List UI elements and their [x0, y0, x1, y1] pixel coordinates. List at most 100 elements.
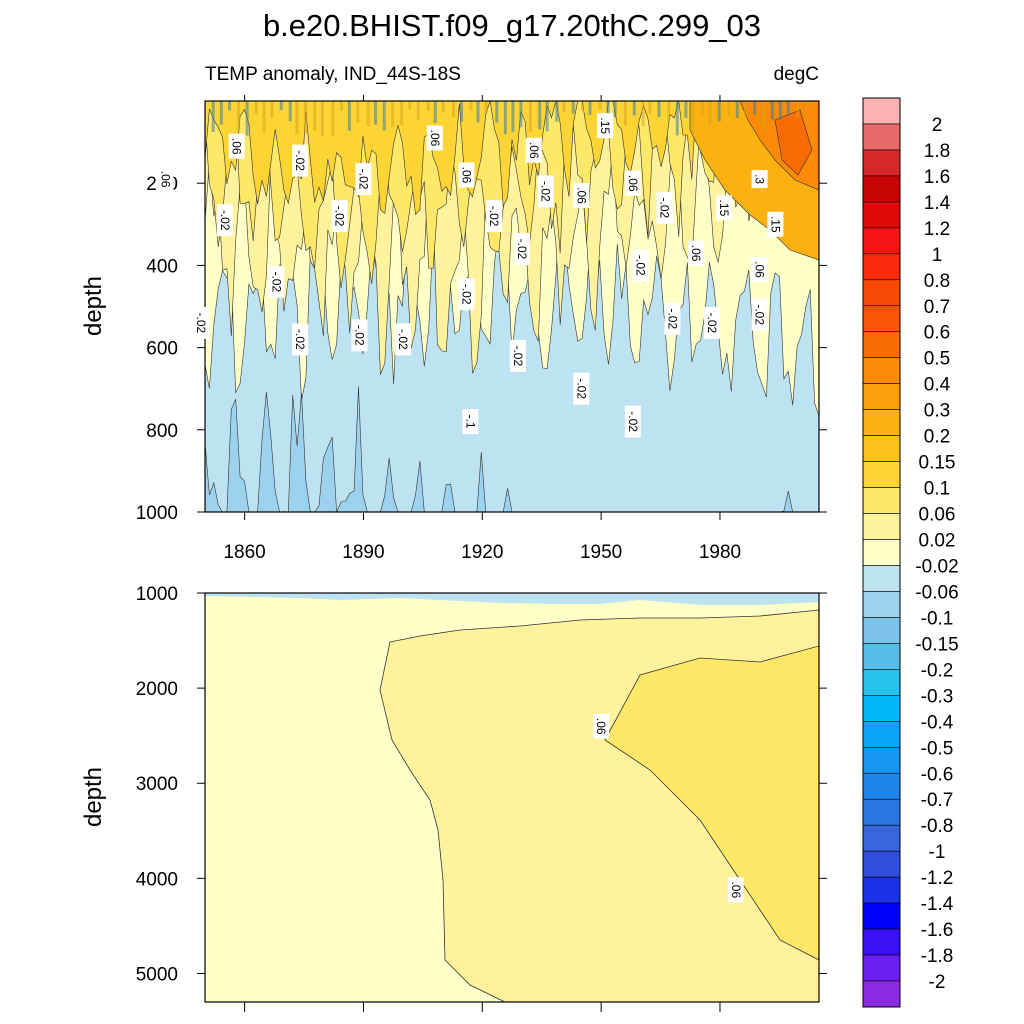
contour-label: -.02: [486, 200, 503, 233]
contour-label-text: .06: [594, 718, 608, 735]
surface-stripe: [538, 101, 542, 130]
contour-label: -.1: [462, 409, 479, 435]
contour-label: -.02: [704, 306, 720, 339]
colorbar-label: 0.7: [924, 297, 950, 318]
contour-label: .3: [751, 170, 768, 189]
contour-label-bg: [157, 166, 174, 192]
contour-label-text: -.02: [705, 313, 719, 334]
contour-label: -.02: [509, 339, 526, 372]
colorbar-label: 1.4: [924, 193, 951, 214]
contour-label-bg: [704, 306, 720, 339]
colorbar-box: [862, 746, 901, 774]
surface-stripe: [623, 101, 627, 126]
surface-stripe: [495, 101, 499, 123]
colorbar-label: 0.4: [924, 375, 951, 396]
contour-label-text: -.02: [574, 378, 588, 399]
colorbar-label: -0.5: [921, 738, 954, 759]
contour-label: -.02: [458, 278, 475, 311]
contour-label-text: -.02: [511, 345, 525, 366]
contour-label-bg: [656, 191, 673, 224]
contour-label-text: .06: [158, 171, 172, 188]
contour-label-text: -.02: [634, 255, 648, 276]
contour-label-bg: [331, 200, 348, 233]
contour-label-bg: [458, 162, 475, 188]
colorbar-label: 0.02: [919, 531, 956, 552]
contour-label-text: .15: [598, 117, 612, 134]
colorbar-label: -0.02: [915, 557, 958, 578]
colorbar-box: [862, 435, 901, 462]
surface-stripe: [641, 101, 645, 127]
contour-label-text: .06: [428, 130, 442, 147]
contour-label-text: .06: [753, 261, 767, 278]
contour-label-text: -.1: [463, 415, 477, 429]
colorbar-box: [862, 331, 901, 359]
surface-stripe: [426, 101, 430, 111]
surface-stripe: [675, 101, 679, 136]
contour-label-bg: [727, 877, 744, 903]
surface-stripe: [408, 101, 412, 110]
contour-label: .06: [426, 125, 443, 151]
colorbar-label: -0.7: [921, 790, 954, 811]
contour-label: .06: [157, 166, 174, 192]
contour-label-bg: [751, 170, 768, 189]
colorbar-box: [862, 175, 901, 203]
contour-label: .06: [688, 240, 705, 266]
y-tick-label: 3000: [136, 774, 178, 795]
colorbar-box: [862, 487, 901, 514]
surface-stripe: [511, 101, 515, 133]
surface-stripe: [648, 101, 652, 114]
contour-label: .15: [767, 211, 784, 237]
contour-label-text: -.02: [396, 329, 410, 350]
colorbar-label: 0.2: [924, 427, 950, 448]
colorbar-box: [862, 695, 901, 722]
colorbar-label: -1: [929, 842, 946, 863]
surface-stripe: [778, 101, 782, 120]
contour-label-text: -.02: [665, 308, 679, 329]
hottest-patch: [774, 109, 813, 176]
contour-label-bg: [573, 372, 590, 405]
contour-label-text: -.02: [487, 206, 501, 227]
surface-stripe: [433, 101, 437, 123]
surface-stripe: [304, 101, 308, 134]
surface-stripe: [320, 101, 324, 137]
upper-axis-ticks: 186018901920195019802004006008001000: [136, 95, 827, 563]
colorbar-label: 1.8: [924, 141, 950, 162]
contour-label-bg: [193, 306, 209, 339]
surface-stripe: [519, 101, 523, 128]
colorbar-box: [862, 227, 901, 255]
surface-stripe: [452, 101, 456, 117]
surface-stripe: [228, 101, 231, 111]
surface-stripe: [691, 101, 695, 136]
surface-stripe: [588, 101, 592, 115]
surface-stripe: [805, 101, 809, 112]
colorbar-label: 2: [932, 115, 943, 136]
upper-panel: 186018901920195019802004006008001000 .06…: [80, 95, 827, 563]
lower-panel: 1000 2000 3000 4000 5000 .06 .06 depth: [80, 584, 827, 1012]
y-tick-label: 4000: [136, 869, 178, 890]
colorbar-box: [862, 461, 901, 488]
surface-stripe: [262, 101, 266, 133]
contour-label-text: .06: [230, 138, 244, 155]
colorbar-label: 0.8: [924, 271, 950, 292]
contour-label: -.02: [513, 233, 530, 265]
chart-units: degC: [774, 64, 819, 85]
contour-label-text: -.02: [626, 411, 640, 432]
x-tick-label: 1890: [342, 542, 384, 563]
contour-label-bg: [624, 405, 641, 438]
surface-stripe: [237, 101, 241, 129]
colorbar-label: 1.6: [924, 167, 950, 188]
contour-label-text: .15: [717, 200, 731, 217]
surface-stripe: [469, 101, 473, 111]
colorbar-box: [862, 591, 901, 618]
surface-stripe: [744, 101, 747, 114]
colorbar-label: -0.4: [921, 712, 954, 733]
contour-label-bg: [458, 278, 475, 311]
contour-label-bg: [268, 265, 285, 298]
surface-stripe: [735, 101, 739, 118]
contour-label: -.02: [751, 298, 768, 331]
colorbar-box: [862, 669, 901, 696]
y-tick-label: 400: [146, 256, 178, 277]
colorbar-label: -0.3: [921, 686, 954, 707]
colorbar-box: [862, 409, 901, 436]
